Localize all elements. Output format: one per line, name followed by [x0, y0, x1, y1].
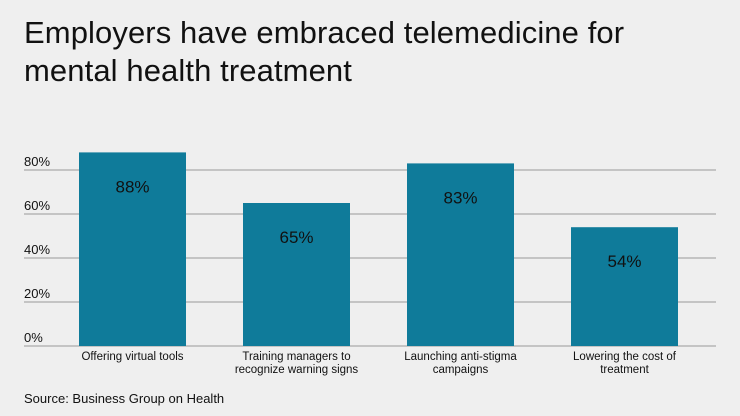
- data-label: 83%: [443, 188, 477, 207]
- y-tick-label: 40%: [24, 242, 50, 257]
- y-axis-ticks: 0% 20% 40% 60% 80%: [24, 154, 50, 345]
- bars: [79, 152, 678, 346]
- x-tick-label: Lowering the cost of: [573, 351, 677, 363]
- data-label: 65%: [279, 228, 313, 247]
- x-tick-label: recognize warning signs: [235, 364, 359, 376]
- data-label: 88%: [115, 177, 149, 196]
- bar-2: [243, 203, 350, 346]
- y-tick-label: 80%: [24, 154, 50, 169]
- x-axis-labels: Offering virtual tools Training managers …: [81, 351, 676, 376]
- y-tick-label: 60%: [24, 198, 50, 213]
- bar-1: [79, 152, 186, 346]
- data-labels: 88% 65% 83% 54%: [115, 177, 641, 271]
- bar-3: [407, 163, 514, 346]
- x-tick-label: Training managers to: [242, 351, 350, 363]
- y-tick-label: 20%: [24, 286, 50, 301]
- y-tick-label: 0%: [24, 330, 43, 345]
- data-label: 54%: [607, 252, 641, 271]
- source-note: Source: Business Group on Health: [24, 391, 225, 406]
- x-tick-label: campaigns: [433, 364, 489, 376]
- chart-title: Employers have embraced telemedicine for…: [24, 15, 625, 88]
- x-tick-label: treatment: [600, 364, 649, 376]
- x-tick-label: Offering virtual tools: [81, 351, 183, 363]
- bar-4: [571, 227, 678, 346]
- x-tick-label: Launching anti-stigma: [404, 351, 517, 363]
